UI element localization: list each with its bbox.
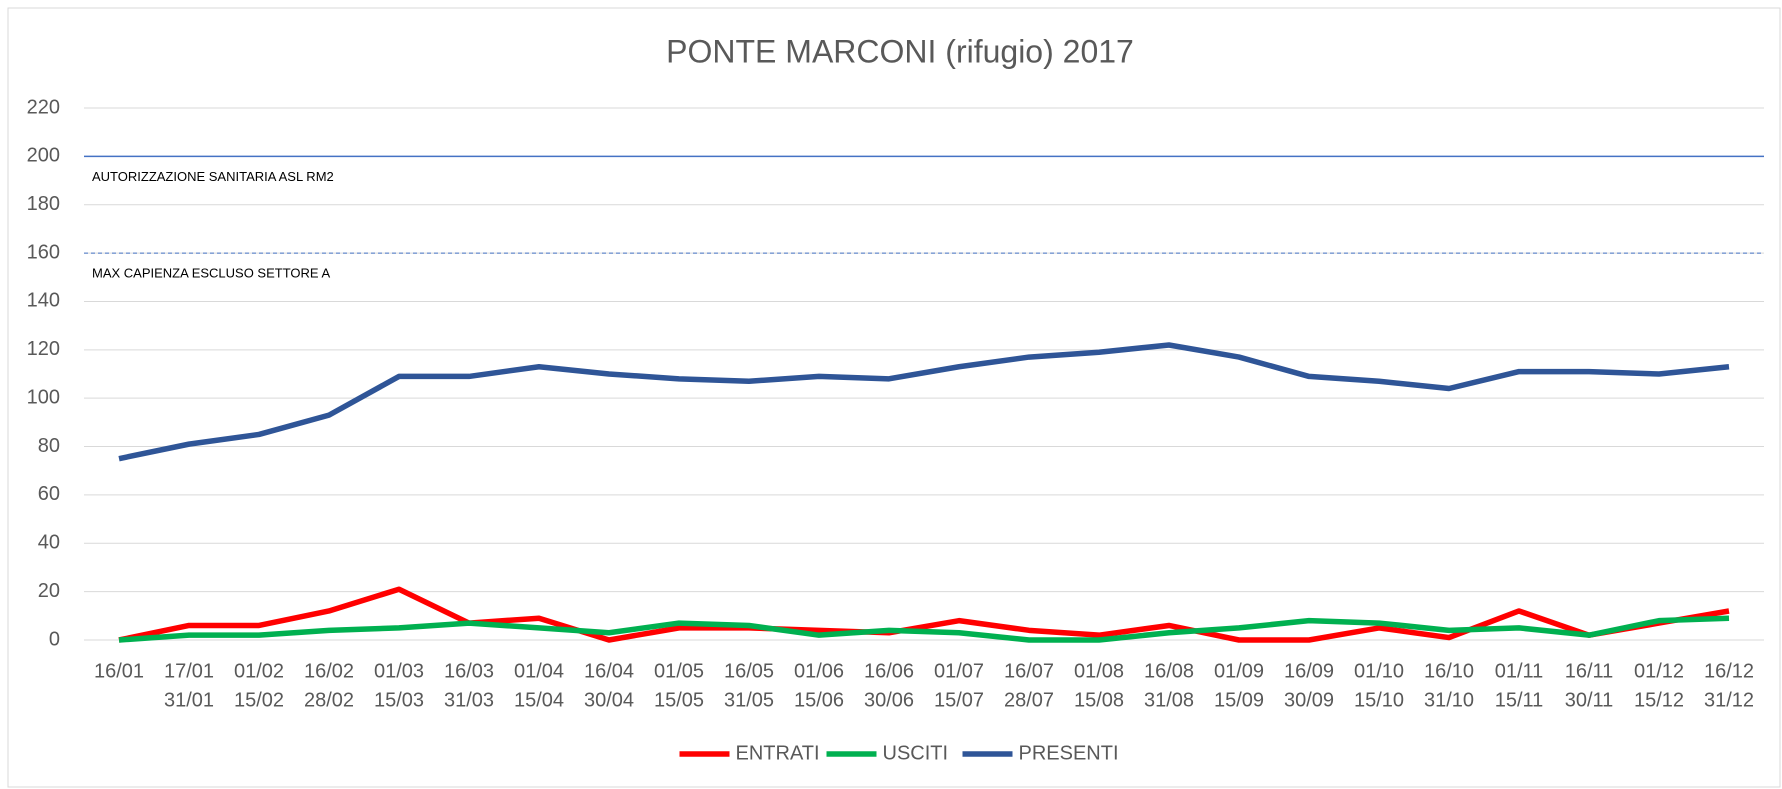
x-tick-label: 16/12 [1704,660,1754,682]
x-tick-label: 15/11 [1495,689,1544,711]
x-tick-label: 01/11 [1495,660,1544,682]
x-tick-label: 01/02 [234,660,284,682]
x-tick-label: 15/08 [1074,689,1124,711]
y-tick-label: 140 [27,290,60,312]
x-tick-label: 16/01 [94,660,144,682]
x-tick-label: 01/12 [1634,660,1684,682]
x-tick-label: 01/10 [1354,660,1404,682]
x-tick-label: 15/04 [514,689,564,711]
x-tick-label: 28/02 [304,689,354,711]
x-tick-label: 15/07 [934,689,984,711]
y-tick-label: 200 [27,145,60,167]
y-tick-label: 20 [38,580,60,602]
x-tick-label: 01/04 [514,660,564,682]
x-tick-label: 16/07 [1004,660,1054,682]
x-tick-label: 31/01 [164,689,214,711]
x-tick-label: 16/06 [864,660,914,682]
x-tick-label: 31/03 [444,689,494,711]
x-tick-label: 16/10 [1424,660,1474,682]
x-tick-label: 28/07 [1004,689,1054,711]
x-tick-label: 30/09 [1284,689,1334,711]
y-tick-label: 180 [27,193,60,215]
x-tick-label: 31/05 [724,689,774,711]
y-tick-label: 0 [49,628,60,650]
x-tick-label: 16/04 [584,660,634,682]
y-tick-label: 100 [27,386,60,408]
series-line [118,586,1730,643]
chart-frame [7,7,1781,788]
x-tick-label: 15/05 [654,689,704,711]
x-tick-label: 01/06 [794,660,844,682]
chart-title: PONTE MARCONI (rifugio) 2017 [666,33,1134,69]
x-tick-label: 15/03 [374,689,424,711]
y-tick-label: 60 [38,483,60,505]
x-tick-label: 16/05 [724,660,774,682]
y-tick-label: 220 [27,96,60,118]
x-tick-label: 30/06 [864,689,914,711]
x-tick-label: 01/03 [374,660,424,682]
y-tick-label: 160 [27,241,60,263]
x-tick-label: 15/02 [234,689,284,711]
x-tick-label: 15/06 [794,689,844,711]
x-tick-label: 15/10 [1354,689,1404,711]
series-line [118,342,1730,462]
x-tick-label: 30/04 [584,689,634,711]
y-tick-label: 80 [38,435,60,457]
x-tick-label: 01/09 [1214,660,1264,682]
x-tick-label: 16/03 [444,660,494,682]
x-tick-label: 01/08 [1074,660,1124,682]
x-tick-label: 30/11 [1565,689,1614,711]
series-line [118,615,1730,643]
x-tick-label: 16/11 [1565,660,1614,682]
legend-label: PRESENTI [1019,742,1119,764]
x-tick-label: 31/08 [1144,689,1194,711]
x-tick-label: 16/02 [304,660,354,682]
x-tick-label: 16/08 [1144,660,1194,682]
y-tick-label: 40 [38,532,60,554]
x-tick-label: 31/10 [1424,689,1474,711]
legend-label: ENTRATI [736,742,820,764]
x-tick-label: 01/07 [934,660,984,682]
x-tick-label: 17/01 [164,660,214,682]
x-tick-label: 16/09 [1284,660,1334,682]
x-tick-label: 31/12 [1704,689,1754,711]
x-tick-label: 15/12 [1634,689,1684,711]
x-tick-label: 01/05 [654,660,704,682]
reference-label: MAX CAPIENZA ESCLUSO SETTORE A [92,266,330,281]
legend-label: USCITI [883,742,949,764]
reference-label: AUTORIZZAZIONE SANITARIA ASL RM2 [92,169,334,184]
y-tick-label: 120 [27,338,60,360]
x-tick-label: 15/09 [1214,689,1264,711]
